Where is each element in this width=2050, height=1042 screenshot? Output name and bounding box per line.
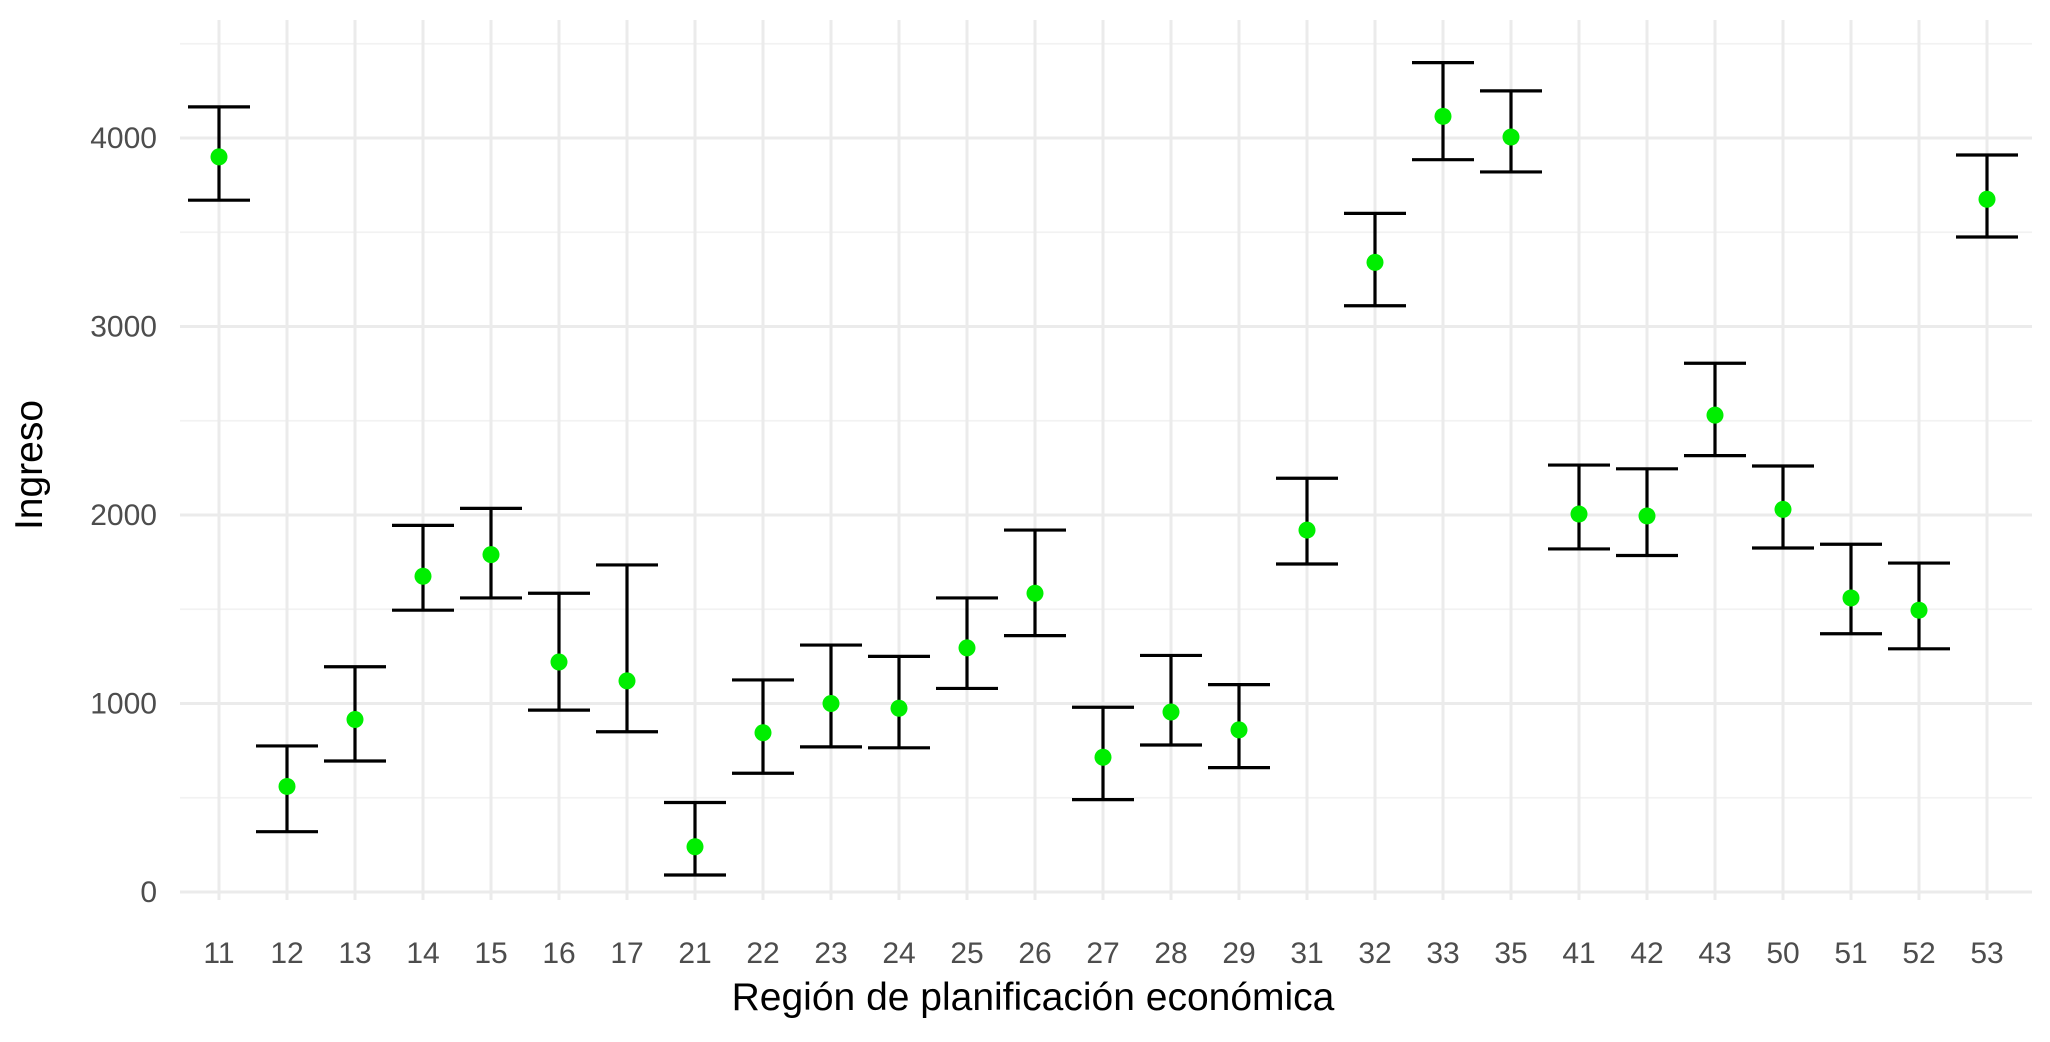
errorbar [528, 591, 590, 712]
data-point [1706, 406, 1724, 424]
x-tick-label: 22 [746, 937, 779, 970]
y-tick-label: 4000 [90, 122, 157, 155]
x-tick-label: 28 [1154, 937, 1187, 970]
errorbar [1140, 653, 1202, 747]
data-point [1162, 703, 1180, 721]
data-point [414, 567, 432, 585]
data-point [550, 653, 568, 671]
errorbar [1820, 542, 1882, 636]
x-tick-label: 21 [678, 937, 711, 970]
data-points [210, 107, 1996, 856]
x-tick-label: 17 [610, 937, 643, 970]
data-point [1638, 507, 1656, 525]
data-point [1434, 107, 1452, 125]
x-tick-label: 24 [882, 937, 915, 970]
x-tick-label: 11 [203, 937, 234, 970]
errorbar [1276, 476, 1338, 566]
data-point [1910, 601, 1928, 619]
x-tick-labels: 11 12 13 14 15 16 17 21 22 23 24 25 26 27 28 29 31 32 33 35… [203, 937, 2003, 970]
x-tick-label: 23 [814, 937, 847, 970]
x-tick-label: 26 [1018, 937, 1051, 970]
x-tick-label: 16 [542, 937, 575, 970]
data-point [822, 695, 840, 712]
x-tick-label: 42 [1630, 937, 1663, 970]
minor-gridlines [180, 42, 2032, 799]
x-tick-label: 15 [474, 937, 507, 970]
x-tick-label: 13 [338, 937, 371, 970]
x-tick-label: 14 [406, 937, 439, 970]
data-point [958, 639, 976, 657]
data-point [1094, 748, 1112, 766]
data-point [1570, 505, 1588, 523]
data-point [346, 711, 364, 729]
data-point [482, 546, 500, 564]
x-tick-label: 32 [1358, 937, 1391, 970]
errorbar [596, 563, 658, 734]
x-tick-label: 12 [270, 937, 303, 970]
data-point [1774, 500, 1792, 518]
y-tick-label: 2000 [90, 499, 157, 532]
y-tick-label: 1000 [90, 688, 157, 721]
data-point [618, 672, 636, 690]
data-point [278, 777, 296, 795]
x-tick-label: 27 [1086, 937, 1119, 970]
x-tick-label: 52 [1902, 937, 1935, 970]
data-point [890, 699, 908, 717]
x-tick-label: 31 [1290, 937, 1323, 970]
data-point [1026, 584, 1044, 602]
data-point [1842, 589, 1860, 607]
data-point [210, 148, 228, 166]
data-point [1978, 190, 1996, 208]
major-gridlines [180, 20, 2032, 900]
x-tick-label: 50 [1766, 937, 1799, 970]
y-tick-label: 0 [140, 876, 157, 909]
errorbars [188, 60, 2018, 877]
x-tick-label: 33 [1426, 937, 1459, 970]
x-tick-label: 29 [1222, 937, 1255, 970]
x-tick-label: 51 [1834, 937, 1867, 970]
y-axis-title: Ingreso [8, 400, 51, 530]
errorbar [1004, 528, 1066, 638]
x-axis-title: Región de planificación económica [732, 976, 1335, 1019]
y-tick-labels: 0 1000 2000 3000 4000 [90, 122, 157, 909]
x-tick-label: 41 [1562, 937, 1595, 970]
y-tick-label: 3000 [90, 311, 157, 344]
data-point [754, 724, 772, 742]
data-point [686, 838, 704, 856]
x-tick-label: 43 [1698, 937, 1731, 970]
data-point [1366, 253, 1384, 271]
x-tick-label: 35 [1494, 937, 1527, 970]
x-tick-label: 53 [1970, 937, 2003, 970]
x-tick-label: 25 [950, 937, 983, 970]
data-point [1230, 721, 1248, 739]
data-point [1502, 128, 1520, 146]
data-point [1298, 521, 1316, 539]
